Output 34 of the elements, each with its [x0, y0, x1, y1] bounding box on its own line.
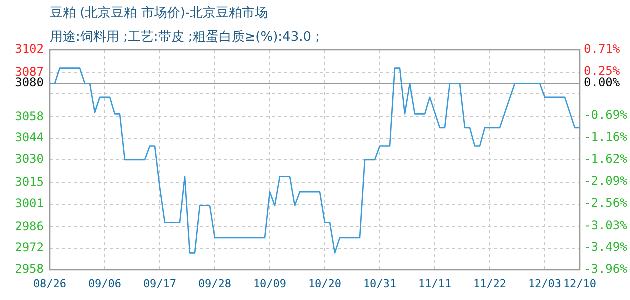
y2-tick-label: -3.49%: [584, 240, 628, 254]
x-tick-label: 11/22: [473, 277, 507, 290]
x-tick-label: 10/31: [363, 277, 397, 290]
y-tick-label: 2972: [15, 240, 44, 255]
x-tick-label: 10/20: [308, 277, 342, 290]
x-tick-label: 10/09: [253, 277, 287, 290]
x-tick-label: 09/06: [88, 277, 122, 290]
y2-tick-label: 0.71%: [584, 42, 621, 56]
y2-tick-label: -2.09%: [584, 174, 628, 188]
y-tick-label: 3030: [15, 152, 44, 166]
y2-tick-label: -2.56%: [584, 196, 628, 210]
y2-tick-label: -0.69%: [584, 108, 628, 122]
x-tick-label: 12/03: [528, 277, 562, 290]
x-tick-label: 08/26: [33, 277, 67, 290]
y-tick-label: 2958: [15, 262, 44, 276]
y2-tick-label: -3.96%: [584, 262, 628, 276]
chart-subtitle: 用途:饲料用 ;工艺:带皮 ;粗蛋白质≥(%):43.0 ;: [50, 29, 320, 46]
y-tick-label: 2986: [15, 219, 44, 234]
y2-tick-label: -1.62%: [584, 152, 628, 166]
x-tick-label: 09/17: [143, 277, 177, 290]
y-tick-label: 3058: [15, 109, 44, 124]
y-tick-label: 3102: [15, 42, 44, 56]
y2-tick-label: 0.00%: [584, 76, 621, 90]
y-tick-label: 3044: [15, 130, 44, 145]
x-tick-label: 09/28: [198, 277, 232, 290]
y2-tick-label: -3.03%: [584, 218, 628, 232]
y2-tick-label: 0.25%: [584, 64, 621, 78]
y-tick-label: 3015: [15, 175, 44, 190]
y-tick-label: 3080: [15, 76, 44, 90]
chart-title: 豆粕 (北京豆粕 市场价)-北京豆粕市场: [50, 5, 268, 22]
x-tick-label: 12/10: [563, 277, 597, 290]
x-tick-label: 11/11: [418, 277, 452, 290]
y2-tick-label: -1.16%: [584, 130, 628, 144]
y-tick-label: 3001: [15, 196, 44, 210]
